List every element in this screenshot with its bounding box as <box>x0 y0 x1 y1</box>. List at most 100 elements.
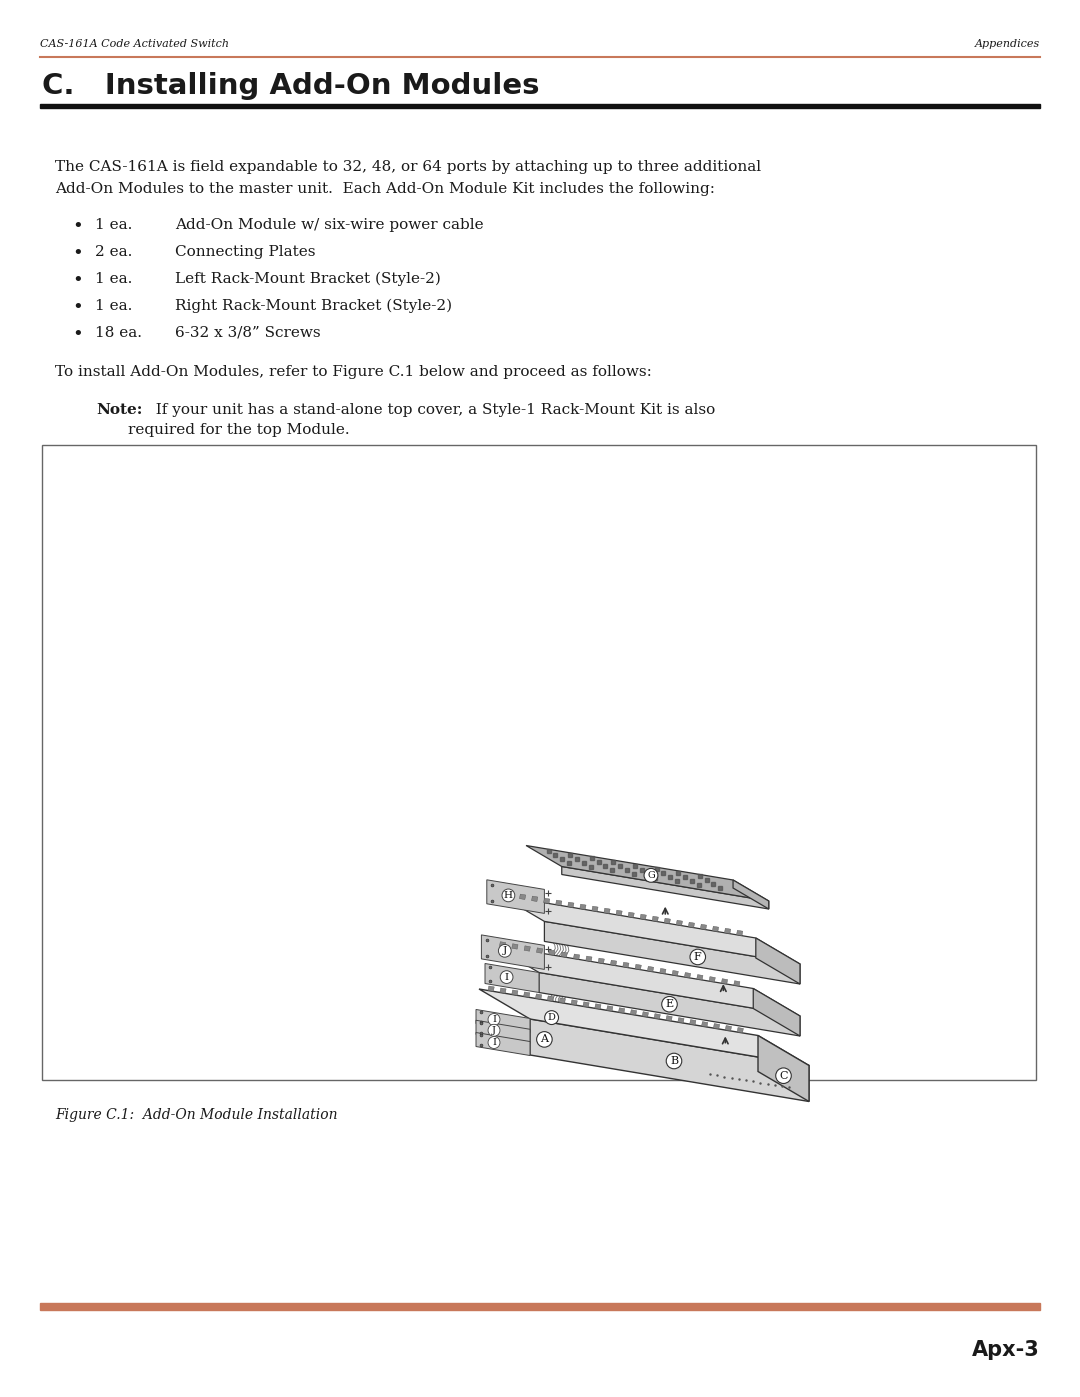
Text: 1 ea.: 1 ea. <box>95 218 133 232</box>
Polygon shape <box>733 880 769 909</box>
Polygon shape <box>643 1011 648 1017</box>
Polygon shape <box>524 992 530 997</box>
Polygon shape <box>562 866 769 909</box>
Text: Figure C.1:  Add-On Module Installation: Figure C.1: Add-On Module Installation <box>55 1108 337 1122</box>
Polygon shape <box>583 1002 590 1007</box>
Text: Appendices: Appendices <box>975 39 1040 49</box>
Polygon shape <box>500 895 800 964</box>
Text: B: B <box>670 1056 678 1066</box>
Polygon shape <box>499 942 505 947</box>
Text: CAS-161A Code Activated Switch: CAS-161A Code Activated Switch <box>40 39 229 49</box>
Polygon shape <box>733 981 740 986</box>
Text: required for the top Module.: required for the top Module. <box>129 423 350 437</box>
Text: Note:: Note: <box>96 402 143 416</box>
Polygon shape <box>571 1000 578 1006</box>
Text: 18 ea.: 18 ea. <box>95 326 141 339</box>
Polygon shape <box>664 918 671 923</box>
Polygon shape <box>619 1007 624 1013</box>
Polygon shape <box>562 951 567 957</box>
Polygon shape <box>756 937 800 983</box>
Polygon shape <box>543 898 550 904</box>
Polygon shape <box>758 1035 809 1101</box>
Polygon shape <box>725 928 731 933</box>
Text: The CAS-161A is field expandable to 32, 48, or 64 ports by attaching up to three: The CAS-161A is field expandable to 32, … <box>55 161 761 175</box>
Text: J: J <box>492 1025 496 1035</box>
Bar <box>40 1303 1040 1310</box>
Polygon shape <box>652 916 659 922</box>
Polygon shape <box>555 900 562 905</box>
Polygon shape <box>672 971 678 977</box>
Polygon shape <box>721 979 728 983</box>
Polygon shape <box>737 930 743 936</box>
Polygon shape <box>688 922 694 928</box>
Text: E: E <box>665 999 674 1009</box>
Bar <box>40 103 1040 108</box>
Text: •: • <box>72 299 83 317</box>
Text: C.   Installing Add-On Modules: C. Installing Add-On Modules <box>42 73 540 101</box>
Text: A: A <box>540 1034 549 1045</box>
Polygon shape <box>616 911 622 915</box>
Polygon shape <box>531 895 538 901</box>
Polygon shape <box>476 1020 530 1044</box>
Polygon shape <box>640 914 646 919</box>
Polygon shape <box>604 908 610 914</box>
Polygon shape <box>676 921 683 926</box>
Polygon shape <box>476 1010 530 1032</box>
Polygon shape <box>539 972 800 1037</box>
Polygon shape <box>526 845 769 901</box>
Polygon shape <box>623 963 629 968</box>
Text: 2 ea.: 2 ea. <box>95 244 133 258</box>
Text: I: I <box>492 1016 496 1024</box>
Polygon shape <box>714 1024 719 1030</box>
Text: 6-32 x 3/8” Screws: 6-32 x 3/8” Screws <box>175 326 321 339</box>
Text: Connecting Plates: Connecting Plates <box>175 244 315 258</box>
Text: C: C <box>780 1070 787 1081</box>
Polygon shape <box>549 950 555 956</box>
Text: •: • <box>72 326 83 344</box>
Polygon shape <box>598 958 605 964</box>
Polygon shape <box>512 944 518 949</box>
Text: •: • <box>72 272 83 291</box>
Polygon shape <box>726 1025 731 1031</box>
Polygon shape <box>607 1006 612 1011</box>
Polygon shape <box>536 993 542 999</box>
Polygon shape <box>753 989 800 1037</box>
Polygon shape <box>700 925 706 929</box>
Polygon shape <box>512 990 518 995</box>
Polygon shape <box>592 907 598 912</box>
Polygon shape <box>487 880 544 914</box>
Text: 1 ea.: 1 ea. <box>95 272 133 286</box>
Polygon shape <box>678 1017 684 1023</box>
Bar <box>42 446 1036 1080</box>
Polygon shape <box>480 989 809 1066</box>
Polygon shape <box>635 964 642 970</box>
Text: Add-On Module w/ six-wire power cable: Add-On Module w/ six-wire power cable <box>175 218 484 232</box>
Polygon shape <box>492 944 800 1016</box>
Text: G: G <box>647 870 654 880</box>
Polygon shape <box>476 1032 530 1056</box>
Polygon shape <box>697 975 703 979</box>
Polygon shape <box>482 935 544 970</box>
Polygon shape <box>537 949 542 953</box>
Polygon shape <box>488 986 495 992</box>
Polygon shape <box>573 954 580 960</box>
Polygon shape <box>595 1004 602 1009</box>
Polygon shape <box>519 894 526 900</box>
Polygon shape <box>544 922 800 983</box>
Text: I: I <box>492 1038 496 1046</box>
Polygon shape <box>666 1016 672 1021</box>
Polygon shape <box>580 904 586 909</box>
Text: If your unit has a stand-alone top cover, a Style-1 Rack-Mount Kit is also: If your unit has a stand-alone top cover… <box>146 402 715 416</box>
Polygon shape <box>631 1010 636 1016</box>
Text: Left Rack-Mount Bracket (Style-2): Left Rack-Mount Bracket (Style-2) <box>175 272 441 286</box>
Polygon shape <box>524 946 530 951</box>
Text: •: • <box>72 244 83 263</box>
Polygon shape <box>654 1014 660 1018</box>
Polygon shape <box>559 997 566 1003</box>
Polygon shape <box>660 968 666 974</box>
Text: I: I <box>504 972 509 982</box>
Polygon shape <box>585 956 592 961</box>
Text: J: J <box>502 946 507 956</box>
Polygon shape <box>500 988 507 993</box>
Text: •: • <box>72 218 83 236</box>
